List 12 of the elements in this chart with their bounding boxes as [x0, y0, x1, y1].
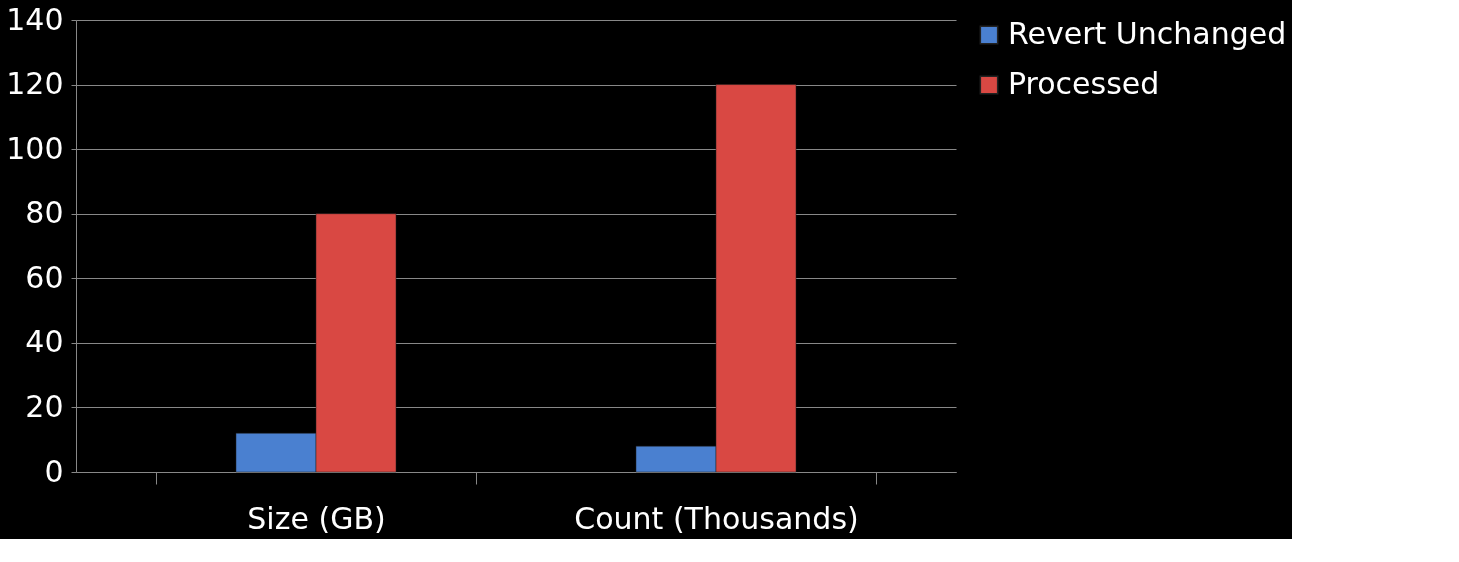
y-tick-label: 60: [25, 259, 64, 295]
y-tick-label: 20: [25, 388, 64, 424]
x-tick-label: Size (GB): [247, 500, 386, 536]
y-tick-label: 120: [6, 66, 64, 102]
legend-label: Processed: [1008, 66, 1160, 101]
y-tick-label: 80: [25, 195, 64, 231]
legend-label: Revert Unchanged: [1008, 16, 1287, 51]
y-tick-label: 140: [6, 1, 64, 37]
x-tick-label: Count (Thousands): [574, 500, 859, 536]
y-tick-label: 0: [44, 453, 64, 489]
y-tick-label: 40: [25, 324, 64, 360]
y-tick-label: 100: [6, 130, 64, 166]
